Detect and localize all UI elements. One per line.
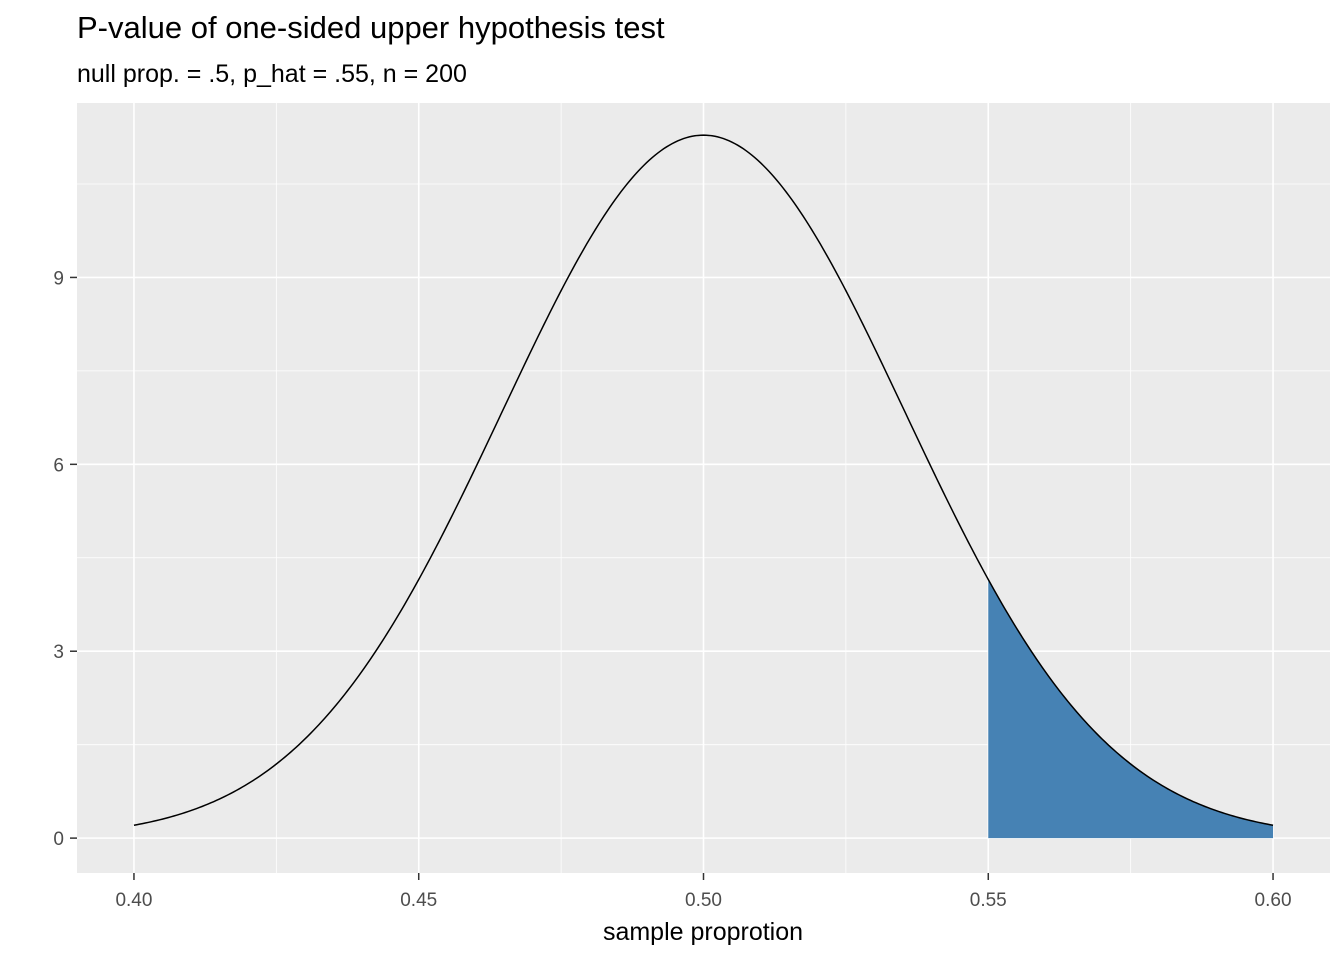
y-tick-label: 3 — [53, 642, 64, 663]
axis-tick-labels: 0.40 0.45 0.50 0.55 0.60 0 3 6 9 — [53, 268, 1291, 911]
x-tick-label: 0.60 — [1255, 890, 1292, 911]
y-tick-label: 0 — [53, 829, 64, 850]
grid-lines — [77, 103, 1330, 873]
chart-subtitle: null prop. = .5, p_hat = .55, n = 200 — [77, 60, 467, 88]
axis-ticks — [70, 276, 1274, 880]
y-tick-label: 9 — [53, 268, 64, 289]
x-tick-label: 0.55 — [970, 890, 1007, 911]
x-tick-label: 0.45 — [400, 890, 437, 911]
y-tick-label: 6 — [53, 455, 64, 476]
density-curve — [133, 134, 1274, 826]
p-value-region-group — [988, 579, 1274, 839]
x-tick-label: 0.40 — [115, 890, 152, 911]
p-value-shaded-region — [988, 579, 1274, 839]
x-axis-title: sample proprotion — [603, 918, 803, 946]
density-curve-group — [133, 134, 1274, 826]
chart-title: P-value of one-sided upper hypothesis te… — [77, 10, 665, 45]
x-tick-label: 0.50 — [685, 890, 722, 911]
